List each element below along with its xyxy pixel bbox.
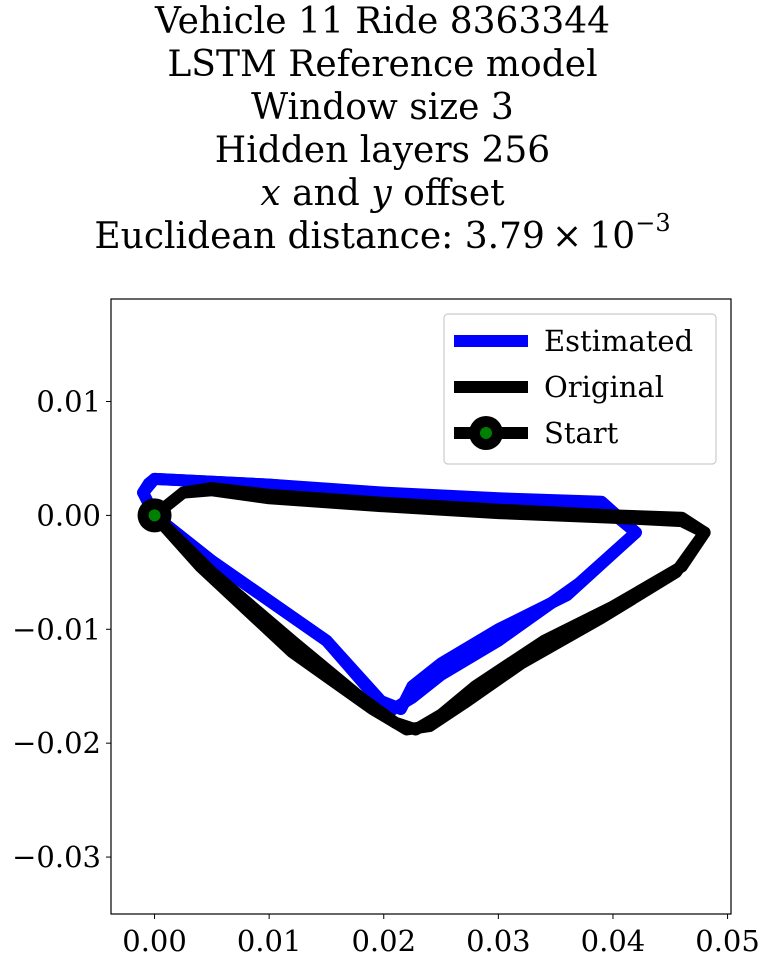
x-tick-label: 0.03 xyxy=(466,924,531,958)
x-tick-label: 0.01 xyxy=(237,924,302,958)
chart-title: Vehicle 11 Ride 8363344 LSTM Reference m… xyxy=(0,0,765,258)
series-line-original-4 xyxy=(148,482,711,736)
x-tick-label: 0.04 xyxy=(581,924,646,958)
legend-start-marker-center xyxy=(480,427,492,439)
start-marker-layer xyxy=(137,498,172,533)
legend: Estimated Original Start xyxy=(443,313,717,465)
x-tick-label: 0.05 xyxy=(695,924,760,958)
y-tick-label: −0.01 xyxy=(12,612,101,646)
title-line-4: Hidden layers 256 xyxy=(214,130,551,171)
y-tick-label: −0.02 xyxy=(12,726,101,760)
title-line-6: Euclidean distance: 3.79 × 10−3 xyxy=(0,211,765,258)
x-tick-label: 0.02 xyxy=(351,924,416,958)
legend-label-estimated: Estimated xyxy=(544,324,693,358)
title-y-symbol: y xyxy=(371,173,392,214)
x-axis: 0.00 0.01 0.02 0.03 0.04 0.05 xyxy=(122,914,760,958)
legend-box xyxy=(443,313,717,465)
title-distance-text: Euclidean distance: 3.79 × 10 xyxy=(94,216,636,257)
legend-label-start: Start xyxy=(544,416,619,450)
title-line-3: Window size 3 xyxy=(251,87,514,128)
x-tick-label: 0.00 xyxy=(122,924,187,958)
start-marker-center xyxy=(148,509,161,522)
title-line-5: x and y offset xyxy=(0,172,765,215)
title-line-2: LSTM Reference model xyxy=(167,44,598,85)
y-tick-label: 0.00 xyxy=(36,498,101,532)
series-line-estimated-2 xyxy=(137,472,642,718)
title-x-symbol: x xyxy=(260,173,281,214)
title-and-word: and xyxy=(292,173,360,214)
title-line-1: Vehicle 11 Ride 8363344 xyxy=(154,1,611,42)
title-distance-exponent: −3 xyxy=(635,209,671,237)
legend-label-original: Original xyxy=(544,370,664,404)
y-tick-label: −0.03 xyxy=(12,840,101,874)
y-tick-label: 0.01 xyxy=(36,385,101,419)
series-layer xyxy=(137,472,711,736)
y-axis: 0.01 0.00 −0.01 −0.02 −0.03 xyxy=(12,385,111,874)
title-offset-word: offset xyxy=(403,173,505,214)
